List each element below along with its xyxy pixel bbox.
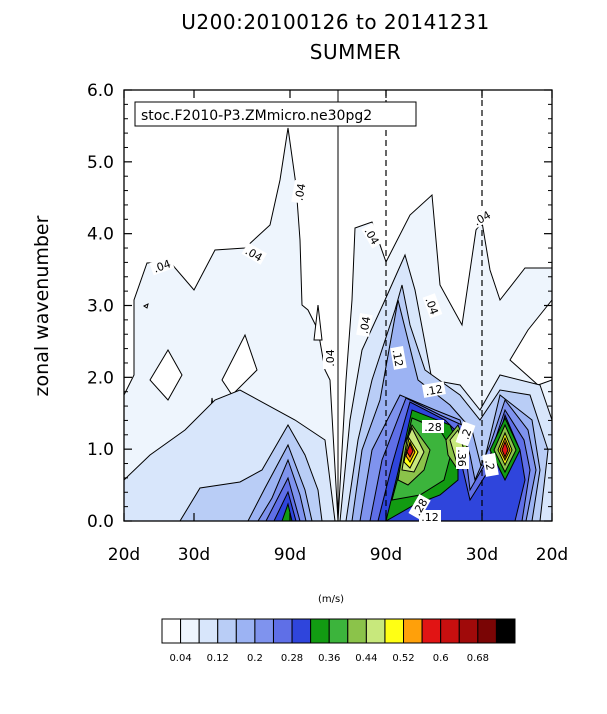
colorbar-label: 0.04 bbox=[169, 653, 191, 664]
x-tick-label: 90d bbox=[370, 545, 402, 565]
contour-label-text: .04 bbox=[358, 315, 374, 334]
colorbar-box bbox=[384, 618, 405, 644]
contour-label: .04 bbox=[323, 347, 337, 369]
contour-label-bg bbox=[408, 493, 431, 520]
colorbar-box bbox=[217, 618, 237, 644]
chart-title: U200:20100126 to 20141231 bbox=[181, 10, 490, 34]
colorbar-box bbox=[347, 618, 367, 644]
y-tick-label: 0.0 bbox=[87, 512, 114, 532]
contour-label-text: .04 bbox=[422, 296, 440, 317]
contour-label-bg bbox=[149, 255, 175, 276]
contour-label: .12 bbox=[419, 510, 441, 524]
colorbar-box bbox=[403, 618, 423, 644]
colorbar-label: 0.6 bbox=[433, 653, 449, 664]
x-tick-label: 90d bbox=[274, 545, 306, 565]
y-tick-label: 6.0 bbox=[87, 81, 114, 101]
contour-label-text: .2 bbox=[482, 459, 497, 472]
colorbar-label: 0.12 bbox=[207, 653, 229, 664]
contour-label: .2 bbox=[455, 421, 476, 447]
contour-label-text: .28 bbox=[424, 421, 442, 434]
contour-label-text: .2 bbox=[459, 427, 475, 441]
colorbar-box bbox=[254, 618, 274, 644]
chart-subtitle: SUMMER bbox=[309, 40, 402, 64]
x-tick-label: 30d bbox=[178, 545, 210, 565]
colorbar-box bbox=[365, 618, 386, 644]
contour-hole-5 bbox=[143, 303, 149, 309]
contour-hole-4 bbox=[313, 304, 323, 341]
colorbar-box bbox=[180, 618, 200, 644]
contour-label: .12 bbox=[421, 381, 446, 399]
x-tick-label: 30d bbox=[466, 545, 498, 565]
contour-label-text: .12 bbox=[421, 511, 439, 524]
colorbar-box bbox=[328, 618, 349, 644]
contour-label-bg bbox=[422, 420, 444, 433]
contour-label-text: .12 bbox=[390, 348, 406, 367]
colorbar-box bbox=[477, 618, 497, 644]
contour-label-text: .04 bbox=[293, 182, 309, 201]
colorbar-box bbox=[458, 618, 479, 644]
colorbar-box bbox=[421, 618, 442, 644]
colorbar-box bbox=[310, 618, 330, 644]
contour-label: .04 bbox=[356, 312, 374, 337]
colorbar-box bbox=[495, 618, 516, 644]
colorbar-box bbox=[235, 618, 256, 644]
plot-area bbox=[124, 90, 552, 521]
contour-label-text: .04 bbox=[152, 257, 173, 275]
x-tick-label: 20d bbox=[108, 545, 140, 565]
colorbar-label: 0.36 bbox=[318, 653, 340, 664]
contour-label-bg bbox=[390, 345, 407, 370]
y-tick-label: 5.0 bbox=[87, 153, 114, 173]
contour-label: .2 bbox=[482, 452, 499, 477]
y-axis-label: zonal wavenumber bbox=[31, 215, 53, 396]
contour-label-bg bbox=[323, 347, 336, 369]
inset-label: stoc.F2010-P3.ZMmicro.ne30pg2 bbox=[141, 108, 372, 124]
y-tick-label: 2.0 bbox=[87, 368, 114, 388]
contour-label-text: .36 bbox=[455, 449, 468, 467]
contour-label-bg bbox=[455, 421, 476, 447]
y-tick-label: 1.0 bbox=[87, 440, 114, 460]
colorbar-label: 0.28 bbox=[281, 653, 303, 664]
y-tick-label: 3.0 bbox=[87, 297, 114, 317]
colorbar-label: 0.52 bbox=[392, 653, 414, 664]
contour-label-bg bbox=[421, 381, 446, 398]
contour-label-bg bbox=[356, 312, 373, 337]
colorbar-box bbox=[291, 618, 312, 644]
axes: 0.0 1.0 2.0 3.0 4.0 5.0 6.0 20d 30d 90d 90d 30d 20d bbox=[87, 81, 568, 565]
colorbar: 0.04 0.12 0.2 0.28 0.36 0.44 0.52 0.6 0.68 bbox=[161, 618, 516, 664]
inset-label-box bbox=[134, 101, 417, 127]
x-tick-label: 20d bbox=[536, 545, 568, 565]
contour-label: .28 bbox=[422, 420, 444, 434]
contour-label-text: .12 bbox=[424, 383, 443, 399]
contour-label-bg bbox=[241, 242, 268, 265]
contour-label-bg bbox=[456, 447, 469, 469]
contour-label-text: .04 bbox=[324, 349, 337, 367]
colorbar-label: 0.68 bbox=[467, 653, 489, 664]
colorbar-label: 0.2 bbox=[247, 653, 263, 664]
contour-hole-2 bbox=[221, 333, 258, 396]
colorbar-units: (m/s) bbox=[318, 594, 344, 605]
contour-label: .04 bbox=[149, 255, 175, 276]
contour-label-bg bbox=[419, 510, 441, 523]
contour-label-bg bbox=[482, 452, 499, 477]
colorbar-label: 0.44 bbox=[355, 653, 377, 664]
colorbar-box bbox=[440, 618, 460, 644]
contour-label-bg bbox=[291, 179, 308, 204]
contour-label: .04 bbox=[291, 179, 309, 204]
contour-label: .36 bbox=[455, 447, 469, 469]
contour-label-bg bbox=[422, 293, 443, 319]
colorbar-box bbox=[161, 618, 182, 644]
contour-hole-1 bbox=[149, 349, 183, 401]
colorbar-box bbox=[198, 618, 219, 644]
contour-label: .04 bbox=[422, 293, 443, 319]
y-tick-label: 4.0 bbox=[87, 225, 114, 245]
contour-label: .12 bbox=[390, 345, 407, 370]
contour-fill-056-right bbox=[406, 442, 414, 459]
contour-hole-6 bbox=[509, 299, 552, 386]
contour-fill-060-far bbox=[501, 440, 509, 459]
colorbar-box bbox=[272, 618, 293, 644]
contour-label-bg bbox=[468, 206, 495, 229]
contour-label-bg bbox=[361, 222, 384, 249]
